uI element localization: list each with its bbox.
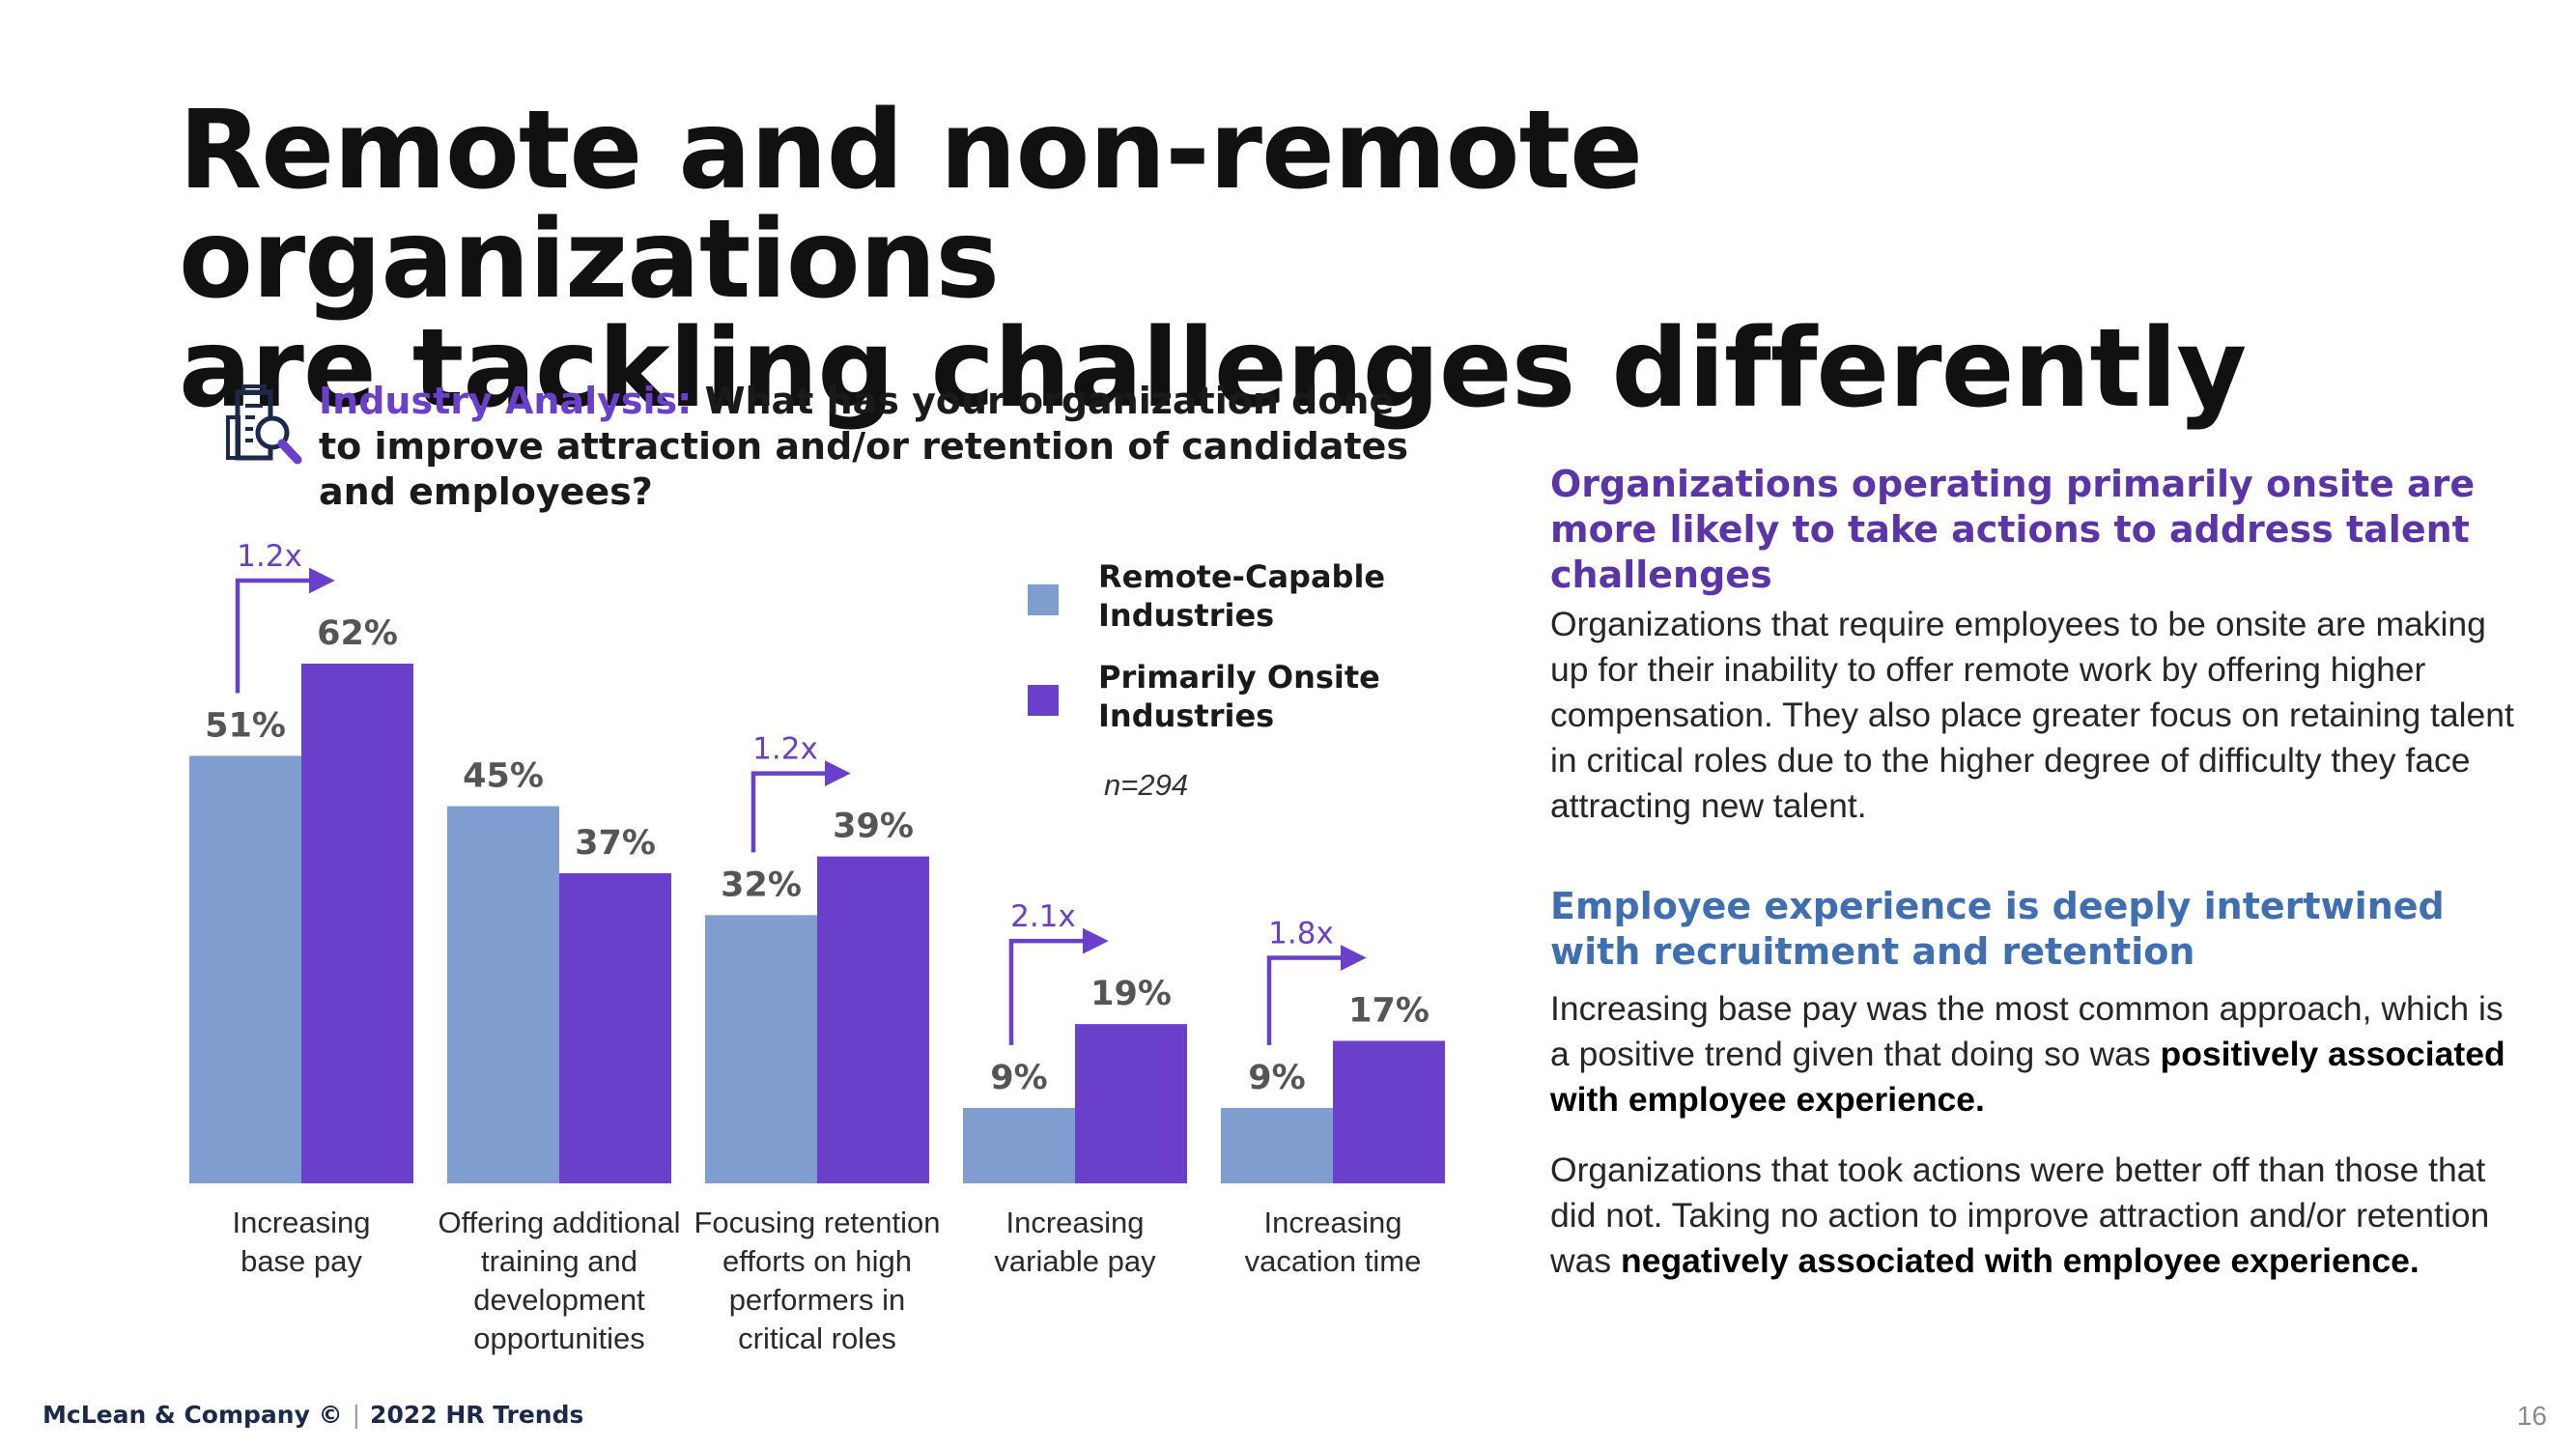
- insight-body-1: Organizations that require employees to …: [1550, 605, 2514, 825]
- category-label-1-line-2: base pay: [241, 1244, 362, 1278]
- question-text: What has your organization done to impro…: [319, 380, 1409, 513]
- chart-question: Industry Analysis: What has your organiz…: [319, 379, 1439, 515]
- insight-body-2b: Organizations that took actions were bet…: [1550, 1148, 2516, 1284]
- insight-body-2b-strong: negatively associated with employee expe…: [1621, 1241, 2420, 1280]
- data-label-onsite-1: 62%: [317, 614, 398, 653]
- bar-onsite-1: [301, 664, 413, 1183]
- data-label-remote-2: 45%: [463, 757, 544, 796]
- insight-body-2a: Increasing base pay was the most common …: [1550, 986, 2516, 1122]
- footer-report: 2022 HR Trends: [370, 1401, 584, 1429]
- multiplier-arrow-3: [750, 760, 851, 853]
- chart-legend: Remote-Capable Industries Primarily Onsi…: [1024, 555, 1468, 756]
- category-label-5-line-2: vacation time: [1245, 1244, 1422, 1278]
- category-label-2-line-3: development: [473, 1283, 645, 1317]
- title-line-1: Remote and non-remote organizations: [179, 88, 1643, 323]
- category-label-3-line-4: critical roles: [738, 1321, 896, 1355]
- legend-item-remote: Remote-Capable Industries: [1024, 555, 1468, 639]
- bar-remote-4: [963, 1107, 1075, 1183]
- question-prefix: Industry Analysis:: [319, 380, 693, 422]
- bar-onsite-3: [817, 856, 929, 1183]
- data-label-onsite-5: 17%: [1348, 991, 1430, 1030]
- insight-body-2a-strong: positively associated with employee expe…: [1550, 1035, 2505, 1119]
- bar-chart: 51% 62% 1.2x Increasing base pay 45% 37% Offeri…: [189, 539, 1445, 1355]
- multiplier-label-4: 2.1x: [1010, 899, 1076, 934]
- title-line-2: are tackling challenges differently: [179, 306, 2247, 432]
- bar-remote-1: [189, 755, 301, 1183]
- legend-swatch-onsite: [1028, 685, 1059, 716]
- data-label-remote-5: 9%: [1248, 1059, 1305, 1097]
- data-label-onsite-2: 37%: [575, 824, 656, 863]
- data-label-remote-3: 32%: [721, 866, 802, 904]
- footer-company: McLean & Company ©: [42, 1401, 343, 1429]
- data-label-onsite-3: 39%: [833, 808, 914, 846]
- bar-onsite-4: [1075, 1024, 1187, 1183]
- category-label-5-line-1: Increasing: [1263, 1206, 1401, 1239]
- bar-remote-3: [705, 915, 817, 1183]
- data-label-remote-4: 9%: [990, 1059, 1047, 1097]
- category-label-2-line-2: training and: [481, 1244, 637, 1278]
- footer-brand: McLean & Company © | 2022 HR Trends: [42, 1401, 583, 1429]
- multiplier-label-3: 1.2x: [752, 732, 818, 767]
- multiplier-arrow-5: [1266, 944, 1367, 1045]
- bar-remote-2: [447, 806, 559, 1183]
- insight-block-2: Employee experience is deeply intertwine…: [1550, 884, 2516, 1284]
- insight-heading-1: Organizations operating primarily onsite…: [1550, 463, 2476, 596]
- page-title: Remote and non-remote organizations are …: [179, 97, 2400, 424]
- legend-label-onsite: Primarily Onsite Industries: [1098, 659, 1380, 734]
- footer-divider: |: [352, 1401, 361, 1429]
- multiplier-arrow-4: [1008, 927, 1109, 1045]
- category-label-2-line-1: Offering additional: [438, 1206, 680, 1239]
- multiplier-label-1: 1.2x: [237, 539, 302, 574]
- legend-swatch-remote: [1028, 584, 1059, 615]
- category-label-4-line-2: variable pay: [994, 1244, 1156, 1278]
- insight-heading-2: Employee experience is deeply intertwine…: [1550, 885, 2445, 973]
- insight-block-1: Organizations operating primarily onsite…: [1550, 462, 2516, 829]
- category-label-2-line-4: opportunities: [473, 1321, 645, 1355]
- sample-size-note: n=294: [1104, 768, 1189, 802]
- data-label-onsite-4: 19%: [1090, 975, 1172, 1013]
- bar-onsite-2: [559, 872, 671, 1183]
- multiplier-arrow-1: [235, 567, 335, 694]
- category-label-3-line-3: performers in: [729, 1283, 906, 1317]
- insight-body-2a-text: Increasing base pay was the most common …: [1550, 989, 2504, 1073]
- insight-body-2b-text: Organizations that took actions were bet…: [1550, 1151, 2490, 1280]
- category-label-3-line-2: efforts on high: [722, 1244, 912, 1278]
- multiplier-label-5: 1.8x: [1268, 916, 1334, 951]
- category-label-1-line-1: Increasing: [232, 1206, 370, 1239]
- legend-label-remote: Remote-Capable Industries: [1098, 558, 1386, 634]
- category-label-3-line-1: Focusing retention: [694, 1206, 940, 1239]
- building-search-icon: [226, 384, 302, 465]
- page-number: 16: [2516, 1401, 2547, 1431]
- bar-remote-5: [1221, 1107, 1333, 1183]
- bar-onsite-5: [1333, 1040, 1445, 1183]
- category-label-4-line-1: Increasing: [1005, 1206, 1144, 1239]
- legend-item-onsite: Primarily Onsite Industries: [1024, 656, 1468, 739]
- data-label-remote-1: 51%: [205, 706, 286, 745]
